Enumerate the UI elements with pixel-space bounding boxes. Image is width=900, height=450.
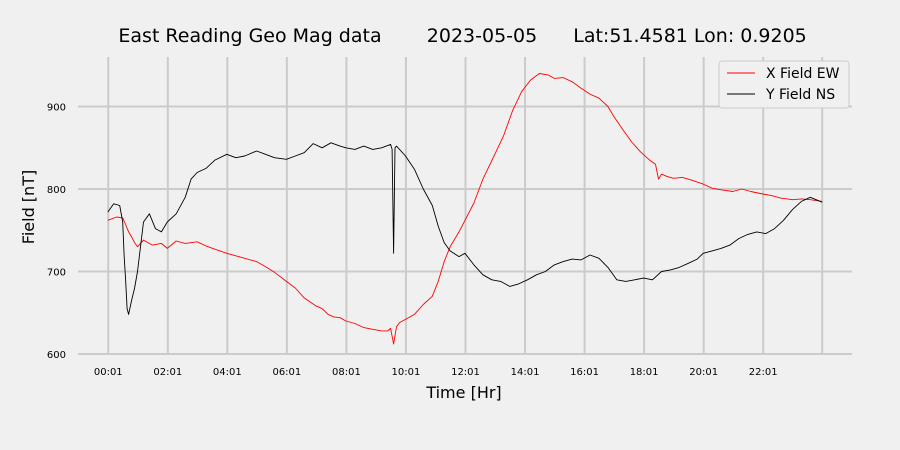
legend-label-x-field-ew: X Field EW: [766, 66, 840, 82]
y-tick-label: 600: [47, 350, 66, 361]
x-tick-label: 08:01: [332, 367, 361, 378]
y-axis-label: Field [nT]: [19, 170, 38, 244]
y-tick-labels: 600 700 800 900: [47, 103, 66, 362]
series-line-y-field-ns: [107, 142, 823, 315]
grid: [78, 57, 852, 355]
series-layer: [107, 73, 823, 345]
x-tick-label: 20:01: [689, 367, 718, 378]
x-axis-label: Time [Hr]: [425, 383, 501, 402]
y-tick-label: 700: [47, 268, 66, 279]
series-line-x-field-ew: [107, 73, 823, 345]
x-tick-label: 18:01: [630, 367, 659, 378]
x-tick-label: 02:01: [153, 367, 182, 378]
x-tick-labels: 00:01 02:01 04:01 06:01 08:01 10:01 12:01 14:01…: [94, 367, 778, 378]
x-tick-label: 10:01: [392, 367, 421, 378]
x-tick-label: 04:01: [213, 367, 242, 378]
legend-label-y-field-ns: Y Field NS: [765, 87, 835, 103]
chart-title-part-1: East Reading Geo Mag data: [118, 25, 381, 47]
chart-title-part-2: 2023-05-05: [427, 25, 537, 47]
y-tick-label: 900: [47, 103, 66, 114]
x-tick-label: 22:01: [749, 367, 778, 378]
x-tick-label: 06:01: [272, 367, 301, 378]
legend: X Field EW Y Field NS: [718, 60, 850, 109]
x-tick-label: 12:01: [451, 367, 480, 378]
x-tick-label: 14:01: [511, 367, 540, 378]
y-tick-label: 800: [47, 185, 66, 196]
chart-title-part-3: Lat:51.4581 Lon: 0.9205: [573, 25, 807, 47]
x-tick-label: 00:01: [94, 367, 123, 378]
x-tick-label: 16:01: [570, 367, 599, 378]
